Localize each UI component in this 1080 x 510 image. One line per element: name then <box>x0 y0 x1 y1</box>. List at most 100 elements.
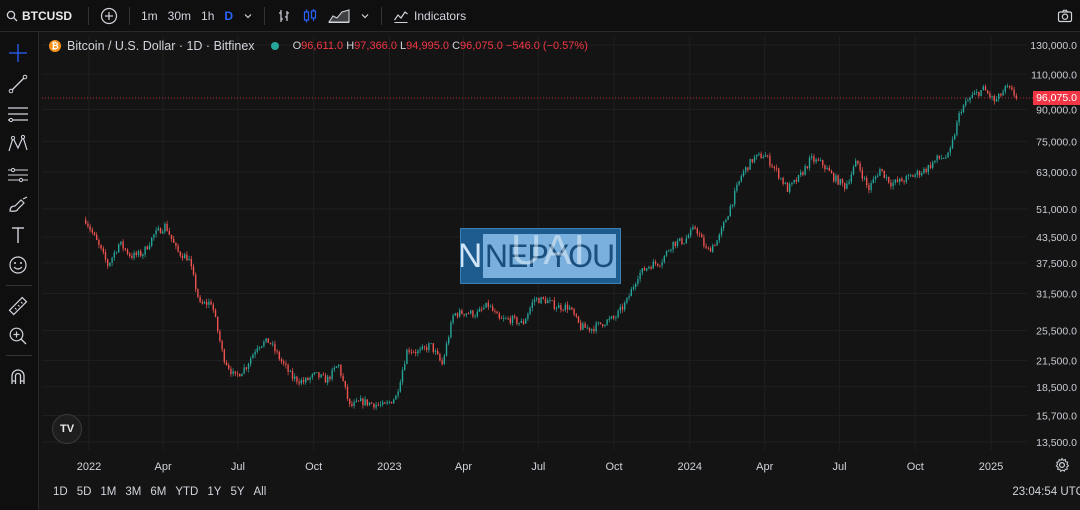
area-style-button[interactable] <box>323 0 355 31</box>
pattern-tool[interactable] <box>5 131 31 157</box>
y-tick-label: 90,000.0 <box>1036 104 1077 116</box>
interval-dropdown-button[interactable] <box>238 0 258 31</box>
candle-body <box>927 165 930 173</box>
range-5d-button[interactable]: 5D <box>76 486 92 498</box>
candle-body <box>764 155 767 157</box>
candle-body <box>137 251 140 255</box>
range-1m-button[interactable]: 1M <box>100 486 117 498</box>
forecast-tool[interactable] <box>5 162 31 188</box>
price-chart[interactable]: 2022 Apr Jul Oct 2023 Apr Jul Oct 2024 Apr Jul Oct 2… <box>39 32 1080 510</box>
candle-body <box>148 245 151 250</box>
range-3m-button[interactable]: 3M <box>125 486 142 498</box>
candle-body <box>720 228 723 235</box>
fib-tool[interactable] <box>5 101 31 127</box>
x-tick-label: Jul <box>231 461 245 473</box>
candle-body <box>751 159 754 163</box>
range-1y-button[interactable]: 1Y <box>207 486 222 498</box>
interval-1m-button[interactable]: 1m <box>141 8 158 23</box>
candle-body <box>591 328 593 331</box>
candle-body <box>157 228 160 231</box>
range-ytd-button[interactable]: YTD <box>175 486 199 498</box>
candle-body <box>274 343 276 352</box>
text-icon <box>12 227 24 243</box>
candle-body <box>214 309 217 317</box>
candle-body <box>236 373 239 375</box>
candle-body <box>296 376 298 382</box>
candle-body <box>241 373 243 377</box>
trend-line-tool[interactable] <box>5 71 31 97</box>
settings-gear-icon[interactable] <box>1054 457 1070 473</box>
candle-body <box>357 400 360 402</box>
candle-body <box>159 228 162 234</box>
candle-body <box>883 170 886 178</box>
candle-body <box>373 403 375 408</box>
candle-body <box>85 219 87 224</box>
candle-body <box>126 249 129 254</box>
magnet-tool[interactable] <box>5 364 31 390</box>
candle-body <box>859 163 861 171</box>
candle-body <box>485 302 487 308</box>
indicators-icon <box>394 10 408 23</box>
candle-body <box>826 168 828 170</box>
chart-pane[interactable]: 2022 Apr Jul Oct 2023 Apr Jul Oct 2024 Apr Jul Oct 2… <box>39 32 1080 510</box>
candle-body <box>910 175 912 177</box>
text-tool[interactable] <box>5 222 31 248</box>
candle-body <box>738 180 740 185</box>
watermark-letter: N <box>460 236 483 275</box>
candle-body <box>872 179 875 184</box>
interval-30m-button[interactable]: 30m <box>167 8 192 23</box>
candle-body <box>703 237 705 247</box>
compare-symbol-button[interactable] <box>95 0 123 31</box>
candle-body <box>247 363 250 369</box>
candle-body <box>797 174 800 182</box>
candle-body <box>465 313 468 316</box>
candle-body <box>487 302 490 307</box>
candle-body <box>518 322 520 324</box>
emoji-tool[interactable] <box>5 252 31 278</box>
market-status-icon[interactable] <box>270 42 279 50</box>
candle-body <box>1011 87 1013 90</box>
zoom-tool[interactable] <box>5 323 31 349</box>
candle-body <box>916 171 919 175</box>
candle-body <box>267 338 270 343</box>
candle-body <box>245 367 248 369</box>
y-tick-label: 13,500.0 <box>1036 437 1077 449</box>
indicators-button[interactable]: Indicators <box>388 0 471 31</box>
candle-body <box>938 155 941 159</box>
crosshair-tool[interactable] <box>5 40 31 66</box>
zoom-in-icon <box>9 327 27 345</box>
current-price-label: 96,075.0 <box>1033 91 1080 105</box>
candle-body <box>577 316 580 323</box>
utc-clock[interactable]: 23:04:54 UTC <box>1012 486 1080 498</box>
toolbar-divider <box>381 6 383 25</box>
camera-icon <box>1057 9 1073 22</box>
candle-body <box>122 241 124 249</box>
candle-body <box>441 360 443 365</box>
candle-body <box>210 301 212 305</box>
range-1d-button[interactable]: 1D <box>53 486 68 498</box>
interval-1h-button[interactable]: 1h <box>201 8 215 23</box>
area-chart-icon <box>328 8 350 23</box>
range-all-button[interactable]: All <box>253 486 267 498</box>
symbol-search[interactable]: BTCUSD <box>0 0 82 31</box>
change-value: −546.0 (−0.57%) <box>505 40 588 52</box>
measure-tool[interactable] <box>5 293 31 319</box>
candle-body <box>476 311 479 317</box>
tradingview-logo[interactable]: TV <box>52 414 82 444</box>
range-5y-button[interactable]: 5Y <box>230 486 245 498</box>
candle-body <box>371 402 373 404</box>
interval-d-button[interactable]: D <box>224 8 234 23</box>
ruler-icon <box>8 296 28 316</box>
legend-title[interactable]: Bitcoin / U.S. Dollar · 1D · Bitfinex <box>67 39 255 53</box>
snapshot-button[interactable] <box>1052 0 1078 31</box>
range-6m-button[interactable]: 6M <box>150 486 167 498</box>
candle-body <box>250 358 252 364</box>
brush-tool[interactable] <box>5 192 31 218</box>
candles-style-button[interactable] <box>297 0 323 31</box>
candle-body <box>333 367 336 370</box>
candle-body <box>140 251 142 257</box>
bars-style-button[interactable] <box>271 0 297 31</box>
candle-body <box>302 380 305 383</box>
candle-body <box>998 93 1000 100</box>
chart-type-dropdown-button[interactable] <box>355 0 375 31</box>
